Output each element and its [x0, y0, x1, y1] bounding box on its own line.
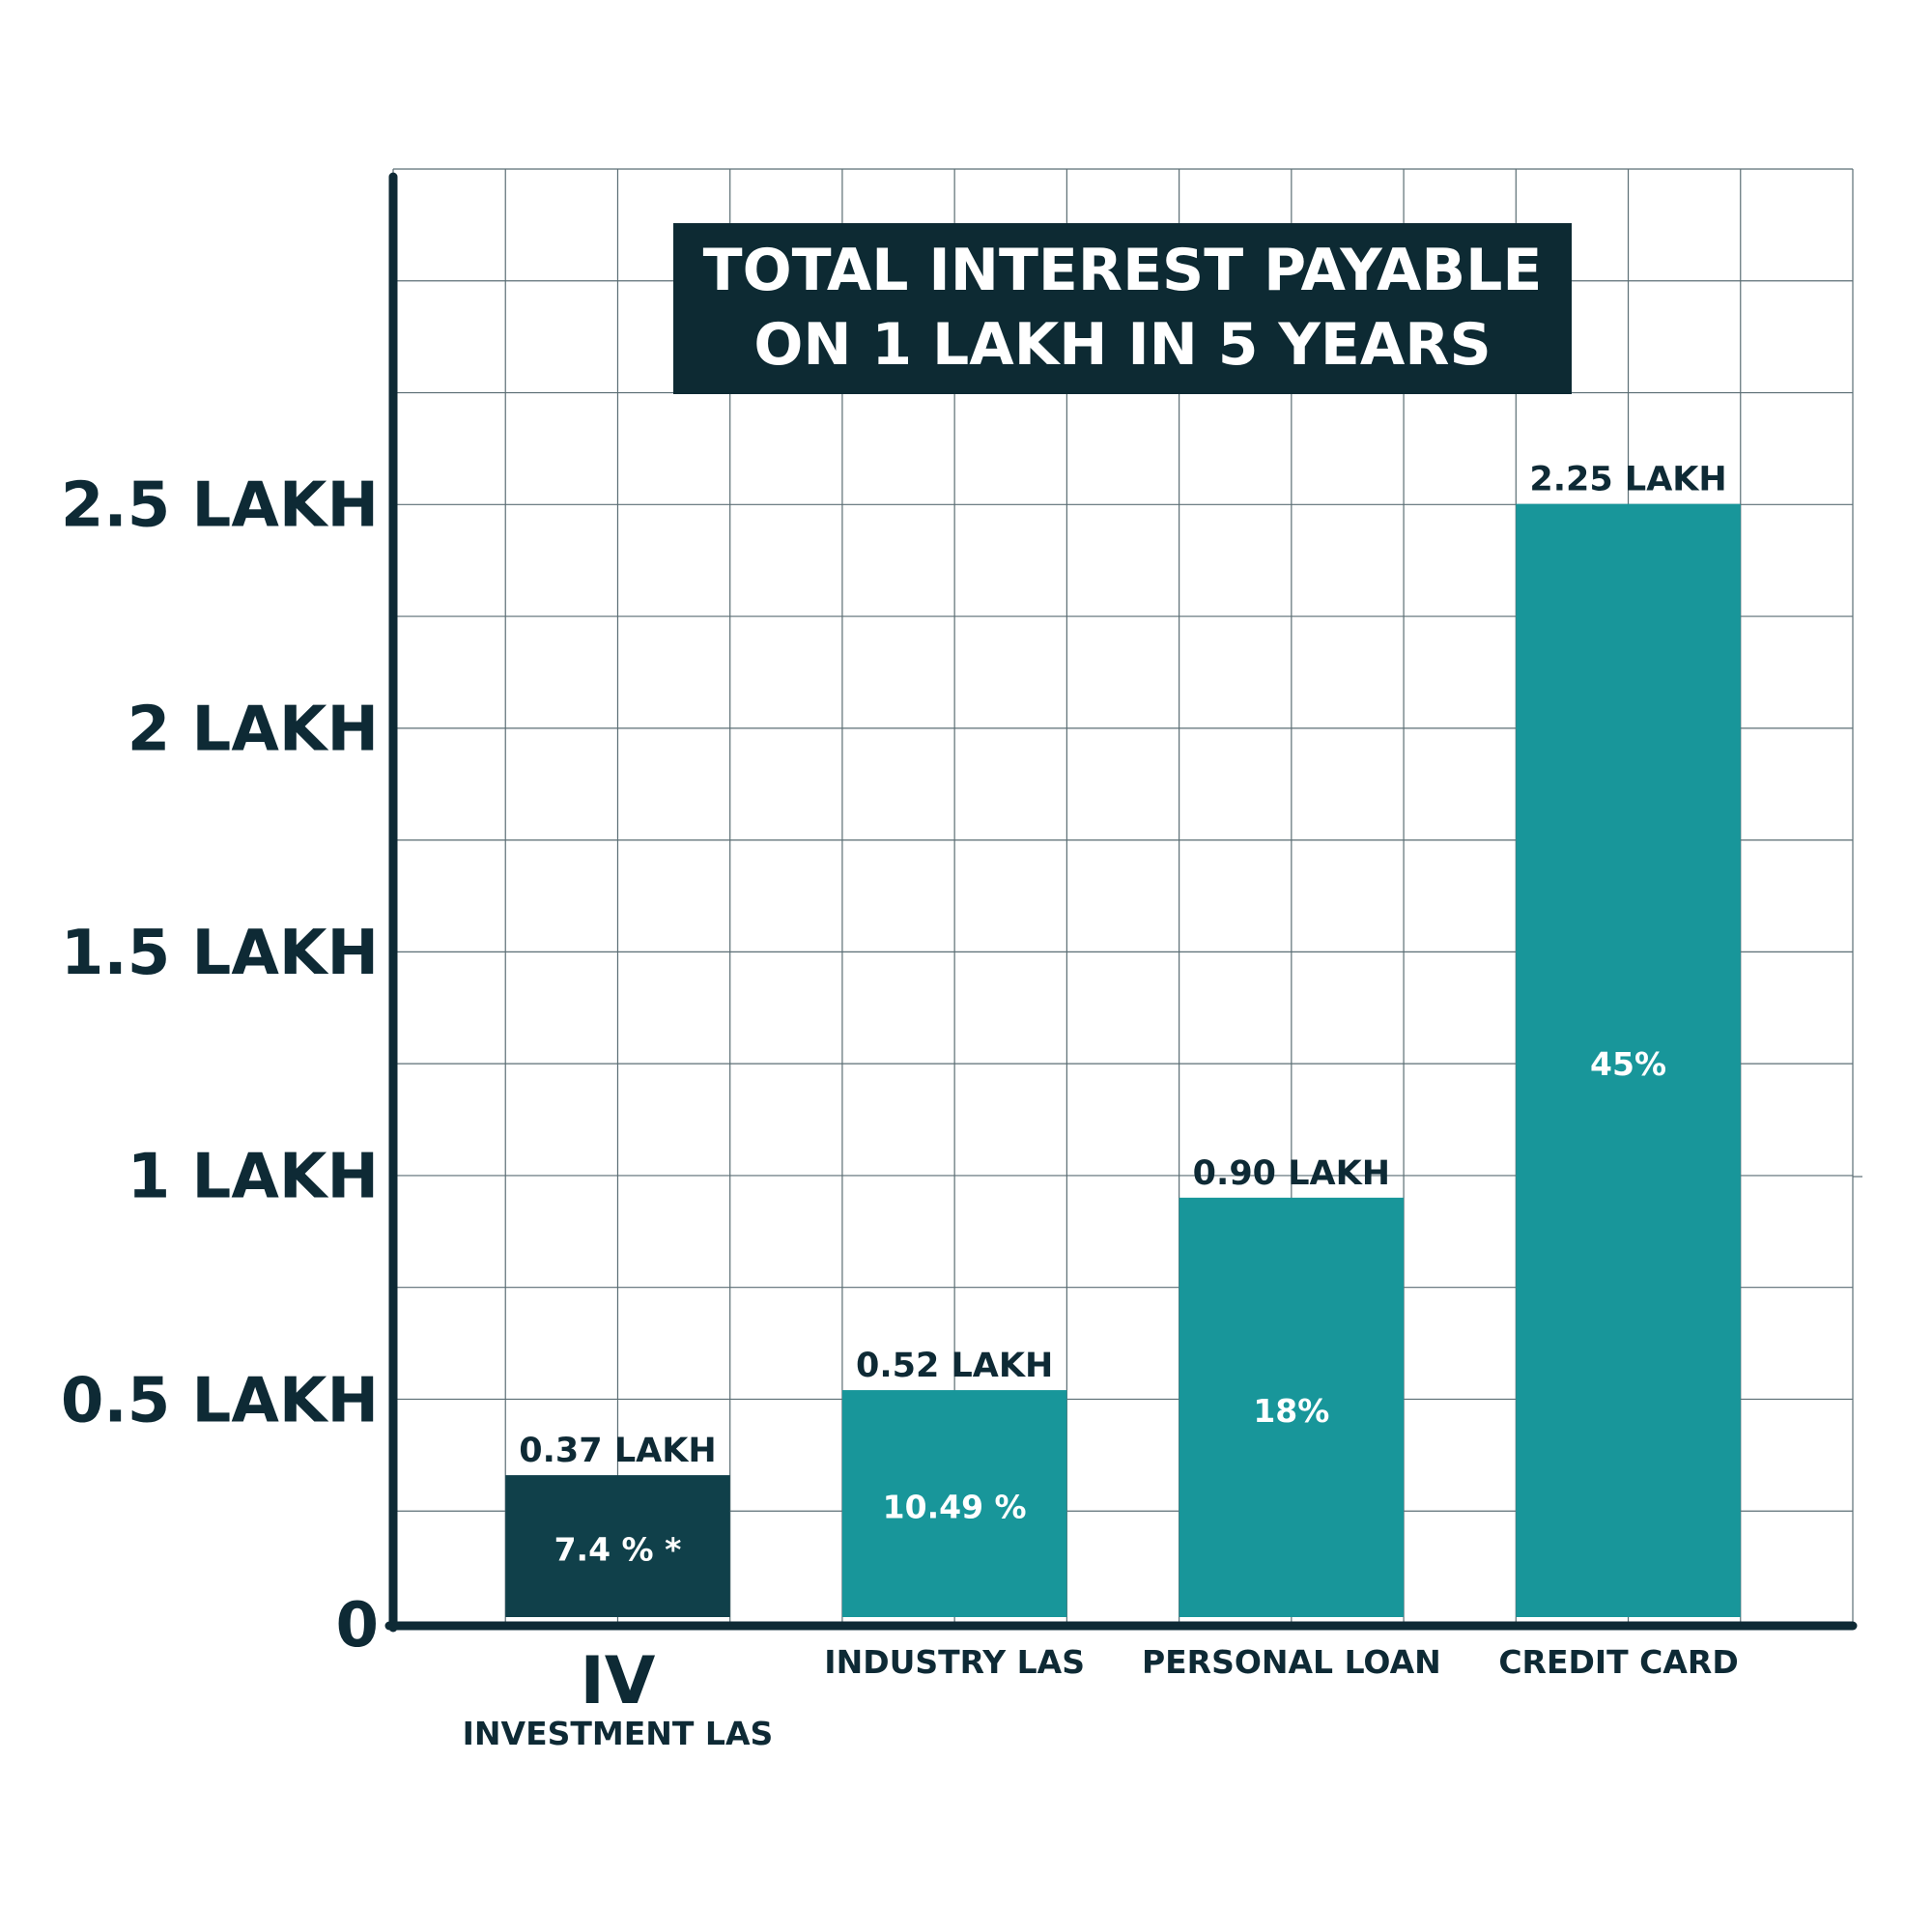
y-tick-label: 0.5 LAKH: [61, 1365, 379, 1436]
chart-title-box: TOTAL INTEREST PAYABLE ON 1 LAKH IN 5 YE…: [673, 223, 1572, 394]
chart-title-background: [673, 223, 1572, 394]
bar: [1516, 503, 1741, 1617]
x-tick-label: PERSONAL LOAN: [1142, 1643, 1441, 1681]
bar-rate-label: 7.4 % *: [554, 1531, 682, 1569]
x-tick-label: CREDIT CARD: [1498, 1643, 1738, 1681]
bar-rate-label: 10.49 %: [883, 1489, 1027, 1526]
chart-title-line-1: TOTAL INTEREST PAYABLE: [703, 237, 1543, 304]
y-tick-label: 2 LAKH: [128, 694, 379, 765]
bar: [505, 1475, 730, 1617]
x-tick-label: INVESTMENT LAS: [463, 1715, 774, 1752]
y-tick-label: 1.5 LAKH: [61, 918, 379, 989]
bar-value-label: 2.25 LAKH: [1529, 461, 1726, 499]
bar: [1179, 1197, 1405, 1617]
x-tick-brand-logo: IV: [580, 1643, 655, 1719]
y-tick-labels: 0 0.5 LAKH 1 LAKH 1.5 LAKH 2 LAKH 2.5 LAKH: [61, 470, 379, 1662]
chart-title-line-2: ON 1 LAKH IN 5 YEARS: [753, 311, 1491, 379]
x-tick-label: INDUSTRY LAS: [824, 1643, 1085, 1681]
bar-rate-label: 45%: [1590, 1045, 1666, 1083]
y-tick-label: 2.5 LAKH: [61, 470, 379, 542]
bar-value-label: 0.52 LAKH: [856, 1347, 1053, 1385]
bar-value-label: 0.90 LAKH: [1193, 1154, 1390, 1193]
bar-value-label: 0.37 LAKH: [519, 1432, 716, 1470]
axes: [384, 172, 1862, 1633]
y-tick-label: 0: [335, 1590, 379, 1662]
bar-rate-label: 18%: [1253, 1392, 1329, 1430]
y-tick-label: 1 LAKH: [128, 1142, 379, 1213]
bar: [841, 1390, 1067, 1617]
bars: 0.37 LAKH 7.4 % * 0.52 LAKH 10.49 % 0.90 LAK…: [505, 461, 1741, 1617]
